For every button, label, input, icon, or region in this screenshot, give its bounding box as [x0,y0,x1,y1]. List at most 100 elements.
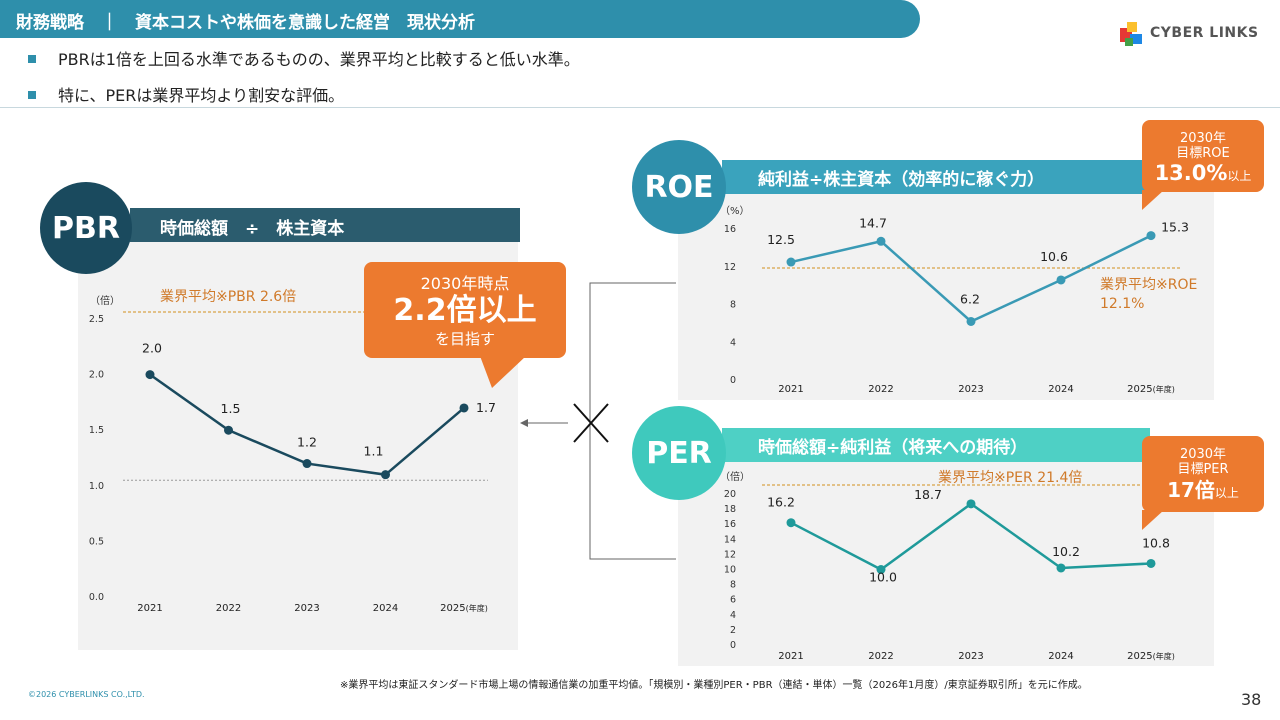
y-unit-label: （倍） [90,294,120,307]
pbr-target-callout: 2030年時点 2.2倍以上 を目指す [364,262,566,358]
pbr-band-title: 時価総額 ÷ 株主資本 [160,219,345,239]
y-tick-label: 18 [724,504,736,515]
y-tick-label: 2.0 [89,370,104,381]
x-tick-label: 2025(年度) [440,603,488,614]
data-label: 2.0 [142,341,162,356]
company-logo: CYBER LINKS [1118,20,1258,48]
per-panel [678,458,1214,666]
bullet-text-2: 特に、PERは業界平均より割安な評価。 [58,86,345,105]
series-line [790,234,1152,323]
y-tick-label: 20 [724,489,736,500]
y-tick-label: 2.5 [89,314,104,325]
x-tick-label: 2022 [216,603,241,614]
x-tick-label: 2021 [778,651,803,662]
x-tick-label: 2023 [958,384,983,395]
y-unit-label: （倍） [720,470,750,483]
per-callout-line2: 目標PER [1177,462,1229,477]
roe-callout-suffix: 以上 [1227,169,1252,183]
y-tick-label: 8 [730,580,736,591]
data-point [1056,563,1066,573]
per-band-title: 時価総額÷純利益（将来への期待） [758,438,1028,458]
data-label: 1.2 [297,435,317,450]
per-chart: （倍） 0 2 4 6 8 10 12 14 16 18 20 2021 2022 2023 2024 2025… [720,470,1182,662]
copyright: ©2026 CYBERLINKS CO.,LTD. [28,690,145,699]
bullet-item-2: 特に、PERは業界平均より割安な評価。 [28,82,344,106]
data-point [966,316,976,326]
y-tick-label: 0 [730,640,736,651]
x-tick-label: 2025(年度) [1127,384,1175,395]
x-tick-label: 2024 [373,603,398,614]
bullet-item-1: PBRは1倍を上回る水準であるものの、業界平均と比較すると低い水準。 [28,46,580,70]
logo-text: CYBER LINKS [1150,25,1259,41]
data-label: 10.6 [1040,249,1068,264]
industry-average-label: 業界平均※PER 21.4倍 [938,470,1082,486]
data-point [459,403,469,413]
data-point [966,499,976,509]
per-target-callout: 2030年 目標PER 17倍以上 [1142,436,1264,512]
data-point [1146,231,1156,241]
x-tick-label: 2022 [868,651,893,662]
roe-callout-line1: 2030年 [1179,131,1227,146]
per-band: 時価総額÷純利益（将来への期待） [722,428,1150,462]
logo-mark-icon [1120,22,1142,46]
data-point [876,565,886,574]
x-tick-label: 2022 [868,384,893,395]
y-tick-label: 1.5 [89,425,104,436]
roe-callout-tail [1142,190,1164,210]
y-tick-label: 4 [730,337,736,348]
divider [0,107,1280,108]
per-callout-tail [1142,510,1164,530]
pbr-callout-line2: 2.2倍以上 [393,293,537,328]
x-tick-label: 2023 [958,651,983,662]
roe-band-title: 純利益÷株主資本（効率的に稼ぐ力） [758,170,1045,190]
pbr-callout-line3: を目指す [434,330,495,348]
data-label: 10.0 [869,570,897,585]
pbr-callout-line1: 2030年時点 [420,274,510,293]
per-callout-suffix: 以上 [1214,486,1239,500]
y-tick-label: 14 [724,534,736,545]
data-label: 10.2 [1052,544,1080,559]
industry-average-value: 12.1% [1100,296,1144,312]
y-tick-label: 2 [730,625,736,636]
pbr-chart: （倍） 0.0 0.5 1.0 1.5 2.0 2.5 2021 2022 2023 2024 202… [89,289,496,614]
per-circle-label: PER [646,435,712,471]
roe-circle: ROE [632,140,726,234]
bullet-square-icon [28,90,36,99]
page-title: 財務戦略 ｜ 資本コストや株価を意識した経営 現状分析 [16,13,475,33]
x-tick-label: 2021 [137,603,162,614]
pbr-circle: PBR [40,182,132,274]
industry-average-label: 業界平均※ROE [1100,277,1197,293]
y-tick-label: 1.0 [89,481,104,492]
page-number: 38 [1241,690,1262,709]
pbr-band: 時価総額 ÷ 株主資本 [130,208,520,242]
data-point [381,470,390,480]
data-label: 1.7 [476,400,496,415]
per-callout-line1: 2030年 [1179,447,1227,462]
roe-circle-label: ROE [644,169,714,205]
data-label: 12.5 [767,232,795,247]
roe-callout-line2: 目標ROE [1176,146,1230,161]
y-tick-label: 4 [730,610,736,621]
y-unit-label: （%） [720,205,750,217]
data-point [786,518,796,528]
x-tick-label: 2025(年度) [1127,651,1175,662]
x-tick-label: 2024 [1048,384,1073,395]
data-point [1056,275,1066,285]
pbr-callout-tail [480,356,526,388]
series-line [790,502,1152,571]
data-point [876,236,886,246]
y-tick-label: 0.0 [89,592,104,603]
y-tick-label: 16 [724,519,736,530]
data-point [145,370,155,380]
per-circle: PER [632,406,726,500]
data-label: 18.7 [914,487,942,502]
x-tick-label: 2021 [778,384,803,395]
data-label: 14.7 [859,215,887,230]
y-tick-label: 12 [724,549,736,560]
data-point [1146,558,1156,568]
data-point [302,459,312,469]
data-label: 1.1 [364,444,384,459]
y-tick-label: 8 [730,300,736,311]
industry-average-label: 業界平均※PBR 2.6倍 [160,289,296,305]
y-tick-label: 16 [724,224,736,235]
